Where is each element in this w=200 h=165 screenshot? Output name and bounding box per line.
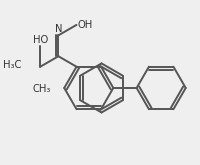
Text: H₃C: H₃C [3, 60, 21, 70]
Text: HO: HO [33, 35, 48, 45]
Text: N: N [55, 24, 62, 34]
Text: OH: OH [78, 20, 93, 30]
Text: CH₃: CH₃ [32, 84, 50, 95]
